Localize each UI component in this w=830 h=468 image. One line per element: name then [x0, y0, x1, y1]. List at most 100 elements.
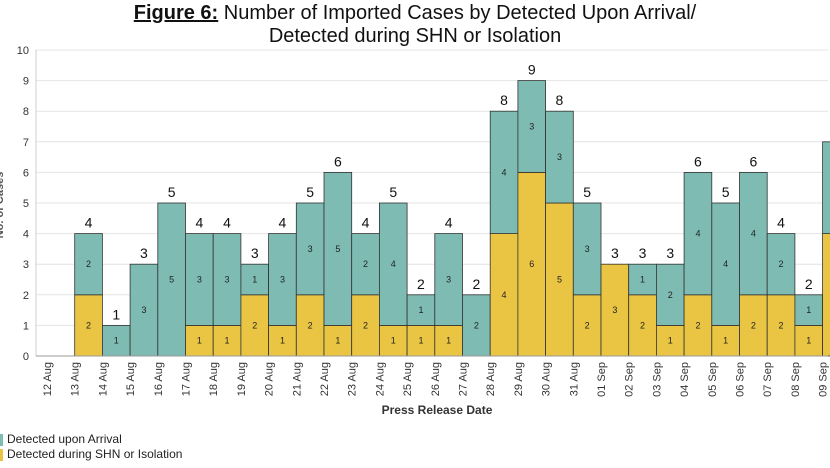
segment-label-arrival: 3 [225, 275, 230, 285]
bar-segment-shn [323, 324, 353, 357]
bar-segment-arrival [462, 294, 491, 357]
x-tick-label: 03 Sep [651, 362, 663, 397]
bar-total-label: 4 [362, 215, 370, 231]
legend-swatch-shn [0, 448, 3, 461]
bar-segment-shn [295, 294, 325, 357]
chart-title-line1: Number of Imported Cases by Detected Upo… [223, 2, 697, 24]
segment-label-arrival: 1 [418, 305, 423, 315]
bar-total-label: 5 [389, 184, 397, 200]
y-tick-label: 0 [23, 351, 29, 363]
segment-label-arrival: 4 [723, 259, 728, 269]
segment-label-arrival: 3 [529, 122, 534, 132]
bar-segment-shn [739, 294, 768, 357]
y-tick-label: 8 [23, 106, 29, 118]
bar-total-label: 4 [195, 215, 203, 231]
segment-label-shn: 1 [418, 336, 423, 346]
bar-segment-arrival [794, 294, 824, 326]
bar-segment-arrival [489, 110, 519, 234]
bar-segment-arrival [268, 233, 297, 326]
segment-label-arrival: 3 [585, 244, 590, 254]
x-tick-label: 14 Aug [97, 362, 109, 396]
bar-total-label: 6 [694, 153, 702, 169]
bar-total-label: 3 [140, 245, 148, 261]
bar-total-label: 9 [528, 62, 536, 78]
x-tick-label: 07 Sep [762, 362, 774, 397]
x-tick-label: 09 Sep [818, 362, 830, 397]
chart-title-prefix: Figure 6: [133, 2, 219, 24]
x-tick-label: 31 Aug [568, 362, 580, 396]
segment-label-arrival: 1 [806, 305, 811, 315]
y-tick-label: 1 [23, 320, 29, 332]
bar-total-label: 5 [583, 184, 591, 200]
bar-segment-shn [683, 294, 713, 357]
x-tick-label: 12 Aug [42, 362, 54, 396]
bar-total-label: 8 [500, 92, 508, 108]
segment-label-arrival: 2 [474, 320, 479, 330]
segment-label-arrival: 2 [363, 259, 368, 269]
bar-total-label: 4 [279, 215, 287, 231]
chart-legend: Detected upon Arrival Detected during SH… [0, 432, 182, 462]
bar-total-label: 2 [417, 276, 425, 292]
bar-total-label: 5 [722, 184, 730, 200]
chart-title: Figure 6: Number of Imported Cases by De… [0, 2, 830, 48]
segment-label-arrival: 1 [640, 275, 645, 285]
bar-total-label: 1 [112, 306, 120, 322]
y-tick-label: 6 [23, 167, 29, 179]
segment-label-shn: 1 [280, 336, 285, 346]
segment-label-arrival: 3 [446, 275, 451, 285]
y-tick-label: 10 [17, 45, 29, 57]
segment-label-arrival: 3 [280, 275, 285, 285]
x-axis-title: Press Release Date [382, 403, 493, 417]
x-tick-label: 16 Aug [153, 362, 165, 396]
segment-label-arrival: 4 [391, 259, 396, 269]
segment-label-shn: 2 [779, 320, 784, 330]
bar-total-label: 8 [556, 92, 564, 108]
y-tick-label: 5 [23, 198, 29, 210]
x-tick-label: 04 Sep [679, 362, 691, 397]
bar-segment-arrival [240, 263, 269, 296]
segment-label-shn: 2 [252, 320, 257, 330]
x-tick-label: 23 Aug [347, 362, 359, 396]
bar-segment-arrival [545, 110, 574, 204]
bar-segment-arrival [711, 202, 740, 326]
segment-label-arrival: 4 [502, 167, 507, 177]
x-tick-label: 28 Aug [485, 362, 497, 396]
bar-segment-arrival [323, 171, 353, 326]
segment-label-arrival: 3 [308, 244, 313, 254]
y-axis-title: No. of Cases [0, 172, 6, 239]
x-tick-label: 15 Aug [125, 362, 137, 396]
segment-label-shn: 1 [668, 336, 673, 346]
y-tick-label: 9 [23, 76, 29, 88]
segment-label-shn: 1 [806, 336, 811, 346]
segment-label-shn: 2 [308, 320, 313, 330]
bar-segment-arrival [212, 233, 242, 326]
bar-total-label: 4 [223, 215, 231, 231]
segment-label-arrival: 1 [252, 275, 257, 285]
x-tick-label: 05 Sep [707, 362, 719, 397]
bar-segment-arrival [572, 202, 602, 296]
x-tick-label: 02 Sep [624, 362, 636, 397]
segment-label-shn: 1 [335, 336, 340, 346]
bar-total-label: 2 [472, 276, 480, 292]
bar-total-label: 4 [85, 215, 93, 231]
y-tick-label: 3 [23, 259, 29, 271]
bar-segment-arrival [157, 202, 186, 357]
bar-segment-arrival [434, 233, 463, 326]
y-tick-label: 4 [23, 229, 29, 241]
segment-label-arrival: 4 [695, 229, 700, 239]
bar-segment-arrival [766, 233, 796, 296]
x-tick-label: 17 Aug [181, 362, 193, 396]
bar-total-label: 3 [251, 245, 259, 261]
legend-item-shn: Detected during SHN or Isolation [0, 447, 182, 462]
bar-segment-arrival [683, 171, 713, 296]
segment-label-arrival: 2 [86, 259, 91, 269]
bar-segment-arrival [822, 141, 830, 235]
segment-label-shn: 1 [723, 336, 728, 346]
bar-segment-arrival [739, 171, 768, 296]
bar-segment-shn [822, 233, 830, 357]
segment-label-arrival: 3 [557, 152, 562, 162]
segment-label-arrival: 3 [141, 305, 146, 315]
bar-segment-arrival [74, 233, 103, 296]
x-tick-label: 24 Aug [374, 362, 386, 396]
legend-label-shn: Detected during SHN or Isolation [7, 447, 183, 461]
